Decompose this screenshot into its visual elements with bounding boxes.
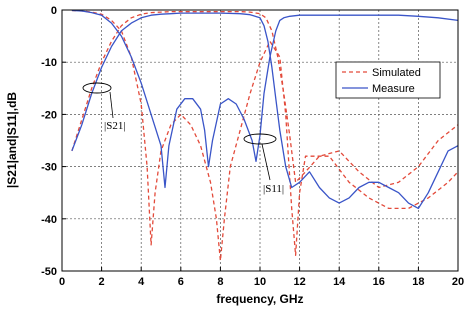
y-tick-label: -50 (41, 266, 57, 278)
series-simulated-s11 (71, 9, 459, 262)
annotation-ellipse-s21 (82, 82, 112, 94)
series-layer (71, 9, 459, 262)
series-simulated-s21 (71, 10, 459, 189)
x-tick-label: 4 (138, 276, 145, 288)
annotation-label-s21: |S21| (104, 120, 126, 132)
series-measure-s11 (71, 9, 459, 189)
y-tick-label: 0 (51, 5, 57, 17)
legend-label-simulated: Simulated (372, 67, 421, 79)
ticks (61, 9, 459, 272)
legend-label-measure: Measure (372, 83, 415, 95)
y-tick-label: -40 (41, 214, 57, 226)
x-tick-label: 6 (178, 276, 184, 288)
y-tick-label: -20 (41, 109, 57, 121)
annotation-leader-s11 (261, 143, 271, 181)
x-tick-label: 10 (254, 276, 266, 288)
annotation-label-s11: |S11| (263, 183, 284, 195)
y-tick-labels: 0 -10 -20 -30 -40 -50 (41, 5, 57, 278)
annotation-ellipse-s11 (243, 133, 277, 145)
grid (62, 10, 458, 271)
x-tick-label: 16 (373, 276, 385, 288)
x-tick-label: 0 (59, 276, 65, 288)
x-tick-label: 20 (452, 276, 464, 288)
annotation-s21: |S21| (82, 82, 126, 132)
legend-box (335, 61, 441, 99)
x-tick-label: 18 (412, 276, 424, 288)
x-tick-label: 8 (217, 276, 223, 288)
series-measure-s21 (71, 12, 459, 210)
x-tick-label: 12 (293, 276, 305, 288)
annotation-s11: |S11| (243, 133, 284, 195)
x-tick-label: 2 (99, 276, 105, 288)
y-tick-label: -30 (41, 162, 57, 174)
annotation-leader-s21 (109, 91, 114, 119)
x-tick-labels: 0 2 4 6 8 10 12 14 16 18 20 (59, 276, 464, 288)
x-tick-label: 14 (333, 276, 346, 288)
x-axis-title: frequency, GHz (216, 292, 303, 306)
legend: Simulated Measure (335, 61, 441, 99)
y-tick-label: -10 (41, 57, 57, 69)
y-axis-title: |S21|and|S11|,dB (5, 92, 19, 188)
